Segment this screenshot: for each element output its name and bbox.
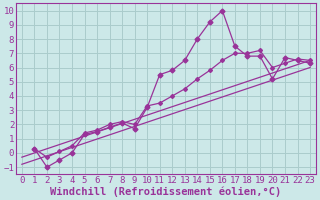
X-axis label: Windchill (Refroidissement éolien,°C): Windchill (Refroidissement éolien,°C)	[50, 186, 282, 197]
